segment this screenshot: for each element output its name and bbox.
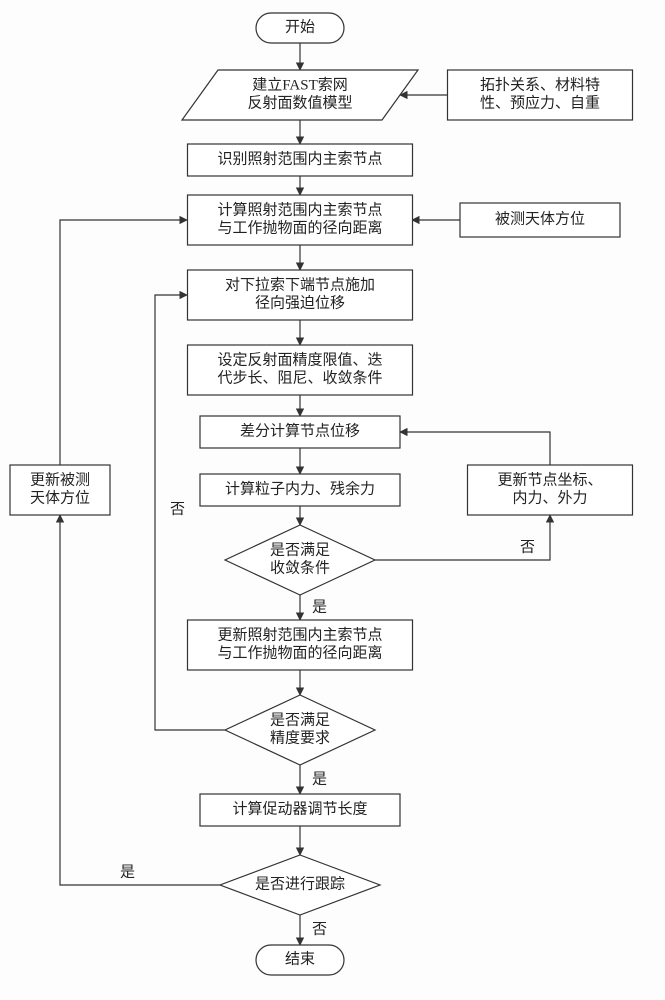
node-text: 拓扑关系、材料特 xyxy=(480,76,600,93)
edge-label: 否 xyxy=(520,539,535,555)
edge-track-updateAzi xyxy=(60,515,220,885)
node-setParams: 设定反射面精度限值、迭代步长、阻尼、收敛条件 xyxy=(188,345,413,395)
edge-label: 是 xyxy=(120,864,135,880)
node-updateAzi: 更新被测天体方位 xyxy=(10,465,110,515)
node-text: 内力、外力 xyxy=(512,489,587,506)
node-text: 性、预应力、自重 xyxy=(480,93,600,111)
node-identify: 识别照射范围内主索节点 xyxy=(188,144,413,176)
node-topo: 拓扑关系、材料特性、预应力、自重 xyxy=(448,70,633,120)
edge-updateAzi-calcDist xyxy=(60,220,187,465)
node-text: 更新被测 xyxy=(30,471,90,488)
edge-label: 否 xyxy=(312,921,327,937)
node-text: 建立FAST索网 xyxy=(252,76,348,93)
node-text: 更新照射范围内主索节点 xyxy=(217,626,382,643)
node-text: 被测天体方位 xyxy=(495,210,585,227)
node-calcForce: 计算粒子内力、残余力 xyxy=(200,474,400,506)
node-text: 计算粒子内力、残余力 xyxy=(225,479,375,497)
node-text: 是否满足 xyxy=(270,541,330,558)
node-text: 开始 xyxy=(285,18,315,35)
node-text: 收敛条件 xyxy=(270,559,330,576)
node-text: 与工作抛物面的径向距离 xyxy=(217,219,382,236)
node-actuator: 计算促动器调节长度 xyxy=(200,794,400,826)
node-text: 是否满足 xyxy=(270,711,330,728)
node-azimuth: 被测天体方位 xyxy=(460,203,620,237)
edge-label: 是 xyxy=(312,771,327,787)
node-text: 计算促动器调节长度 xyxy=(232,799,367,817)
node-diffCalc: 差分计算节点位移 xyxy=(200,416,400,448)
node-text: 设定反射面精度限值、迭 xyxy=(217,351,382,368)
node-updateNode: 更新节点坐标、内力、外力 xyxy=(468,465,633,515)
node-text: 代步长、阻尼、收敛条件 xyxy=(217,369,382,386)
node-end: 结束 xyxy=(256,945,344,975)
node-model: 建立FAST索网反射面数值模型 xyxy=(182,70,418,120)
node-calcDist: 计算照射范围内主索节点与工作抛物面的径向距离 xyxy=(188,195,413,245)
edge-label: 否 xyxy=(170,501,185,517)
node-updateDist: 更新照射范围内主索节点与工作抛物面的径向距离 xyxy=(188,620,413,670)
node-text: 是否进行跟踪 xyxy=(255,875,345,892)
node-text: 反射面数值模型 xyxy=(247,94,352,111)
node-start: 开始 xyxy=(256,13,344,43)
node-text: 径向强迫位移 xyxy=(255,294,345,311)
flowchart-canvas: 是是否否否是开始建立FAST索网反射面数值模型拓扑关系、材料特性、预应力、自重识… xyxy=(0,0,665,1000)
node-text: 天体方位 xyxy=(30,489,90,506)
node-text: 识别照射范围内主索节点 xyxy=(217,150,382,167)
node-text: 对下拉索下端节点施加 xyxy=(225,276,375,293)
node-text: 差分计算节点位移 xyxy=(240,421,360,439)
node-text: 与工作抛物面的径向距离 xyxy=(217,644,382,661)
node-forceDisp: 对下拉索下端节点施加径向强迫位移 xyxy=(188,270,413,320)
node-converge: 是否满足收敛条件 xyxy=(225,525,375,595)
edge-updateNode-diffCalc xyxy=(400,432,550,465)
nodes-layer: 开始建立FAST索网反射面数值模型拓扑关系、材料特性、预应力、自重识别照射范围内… xyxy=(10,13,633,975)
node-track: 是否进行跟踪 xyxy=(220,855,380,915)
node-precision: 是否满足精度要求 xyxy=(225,695,375,765)
node-text: 计算照射范围内主索节点 xyxy=(217,200,382,218)
edge-label: 是 xyxy=(312,599,327,615)
node-text: 结束 xyxy=(285,950,315,967)
node-text: 精度要求 xyxy=(270,729,330,746)
node-text: 更新节点坐标、 xyxy=(497,471,602,488)
